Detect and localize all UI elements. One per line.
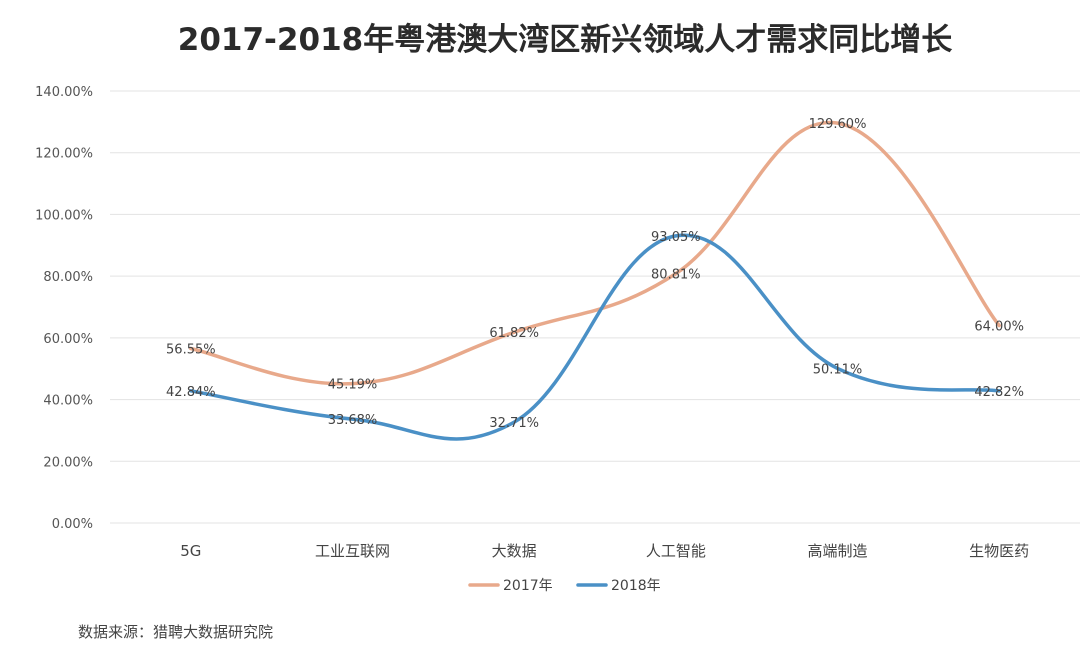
x-tick-label: 高端制造: [807, 542, 867, 560]
y-tick-label: 0.00%: [52, 517, 93, 532]
data-label: 93.05%: [651, 230, 701, 245]
data-label: 56.55%: [166, 343, 216, 358]
legend-label-2: 2018年: [611, 578, 661, 594]
y-axis-tick-labels: 0.00% 20.00% 40.00% 60.00% 80.00% 100.00% 120.…: [35, 85, 93, 532]
data-label: 61.82%: [489, 326, 539, 341]
x-tick-label: 大数据: [492, 542, 537, 560]
y-tick-label: 120.00%: [35, 147, 93, 162]
x-tick-label: 人工智能: [646, 542, 706, 560]
y-tick-label: 100.00%: [35, 208, 93, 223]
y-tick-label: 40.00%: [43, 394, 93, 409]
chart-title: 2017-2018年粤港澳大湾区新兴领域人才需求同比增长: [178, 22, 952, 58]
y-tick-label: 140.00%: [35, 85, 93, 100]
legend: 2017年 2018年: [468, 578, 661, 594]
series-lines: [189, 120, 1001, 441]
data-label: 32.71%: [489, 416, 539, 431]
legend-label-1: 2017年: [503, 578, 553, 594]
x-axis-tick-labels: 5G 工业互联网 大数据 人工智能 高端制造 生物医药: [180, 542, 1029, 560]
source-note: 数据来源：猎聘大数据研究院: [78, 623, 273, 641]
data-label: 33.68%: [328, 413, 378, 428]
data-label: 50.11%: [813, 362, 863, 377]
series-line-1: [189, 120, 1001, 386]
series-line-2: [189, 233, 1001, 441]
y-tick-label: 20.00%: [43, 455, 93, 470]
y-tick-label: 60.00%: [43, 332, 93, 347]
data-label: 129.60%: [809, 117, 867, 132]
x-tick-label: 5G: [180, 542, 201, 560]
data-label: 42.84%: [166, 385, 216, 400]
x-tick-label: 工业互联网: [315, 542, 390, 560]
y-tick-label: 80.00%: [43, 270, 93, 285]
data-label: 80.81%: [651, 268, 701, 283]
data-labels: 56.55% 45.19% 61.82% 80.81% 129.60% 64.00% 42.…: [166, 117, 1024, 431]
data-label: 45.19%: [328, 378, 378, 393]
data-label: 64.00%: [974, 320, 1024, 335]
x-tick-label: 生物医药: [969, 542, 1029, 560]
grid-lines: [110, 90, 1080, 524]
data-label: 42.82%: [974, 385, 1024, 400]
